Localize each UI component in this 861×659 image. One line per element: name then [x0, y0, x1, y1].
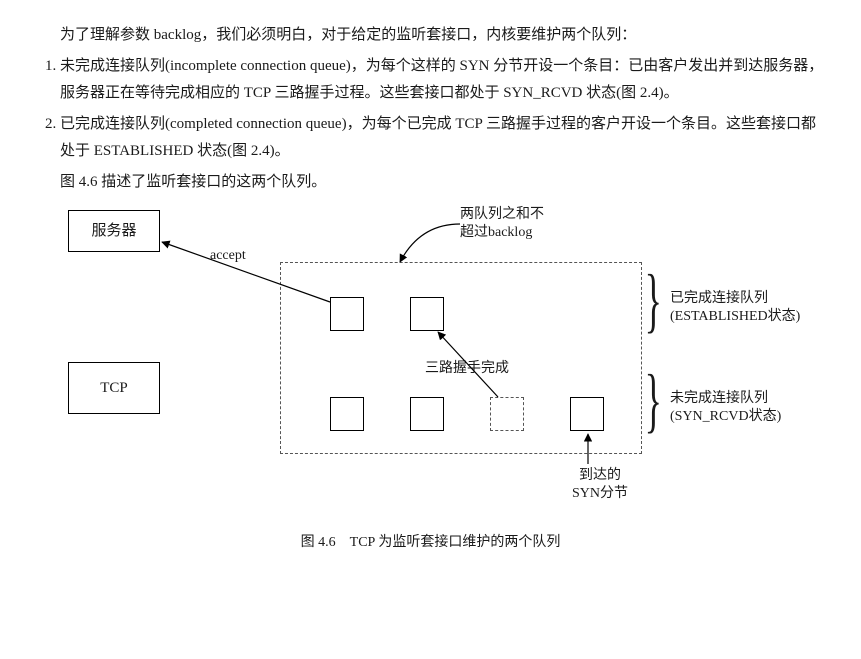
incomplete-box-dashed [490, 397, 524, 431]
list-item-2: 已完成连接队列(completed connection queue)，为每个已… [60, 111, 831, 165]
completed-queue-label-l1: 已完成连接队列 [670, 291, 768, 306]
accept-label: accept [210, 247, 246, 265]
backlog-label: 两队列之和不 超过backlog [460, 206, 580, 242]
handshake-label: 三路握手完成 [425, 360, 509, 378]
backlog-label-line1: 两队列之和不 [460, 207, 544, 222]
backlog-label-line2: 超过backlog [460, 225, 532, 240]
syn-arrive-line2: SYN分节 [572, 486, 628, 501]
figure-lead: 图 4.6 描述了监听套接口的这两个队列。 [30, 169, 831, 196]
brace-completed: } [645, 264, 662, 336]
syn-arrive-line1: 到达的 [579, 468, 621, 483]
server-box-label: 服务器 [91, 218, 136, 245]
completed-queue-label-l2: (ESTABLISHED状态) [670, 309, 800, 324]
intro-paragraph: 为了理解参数 backlog，我们必须明白，对于给定的监听套接口，内核要维护两个… [30, 22, 831, 49]
syn-arrive-label: 到达的 SYN分节 [560, 467, 640, 503]
completed-queue-label: 已完成连接队列 (ESTABLISHED状态) [670, 290, 830, 326]
figure-4-6: 服务器 TCP } } accept 两队列之和不 超过backlog 三路握手… [30, 202, 830, 522]
server-box: 服务器 [68, 210, 160, 252]
incomplete-queue-label-l1: 未完成连接队列 [670, 391, 768, 406]
completed-box-2 [410, 297, 444, 331]
tcp-box-label: TCP [100, 375, 128, 402]
incomplete-box-2 [410, 397, 444, 431]
figure-caption: 图 4.6 TCP 为监听套接口维护的两个队列 [30, 530, 831, 555]
numbered-list: 未完成连接队列(incomplete connection queue)，为每个… [30, 53, 831, 165]
incomplete-box-1 [330, 397, 364, 431]
list-item-1: 未完成连接队列(incomplete connection queue)，为每个… [60, 53, 831, 107]
incomplete-queue-label-l2: (SYN_RCVD状态) [670, 409, 781, 424]
tcp-box: TCP [68, 362, 160, 414]
brace-incomplete: } [645, 364, 662, 436]
completed-box-1 [330, 297, 364, 331]
incomplete-box-3 [570, 397, 604, 431]
incomplete-queue-label: 未完成连接队列 (SYN_RCVD状态) [670, 390, 830, 426]
